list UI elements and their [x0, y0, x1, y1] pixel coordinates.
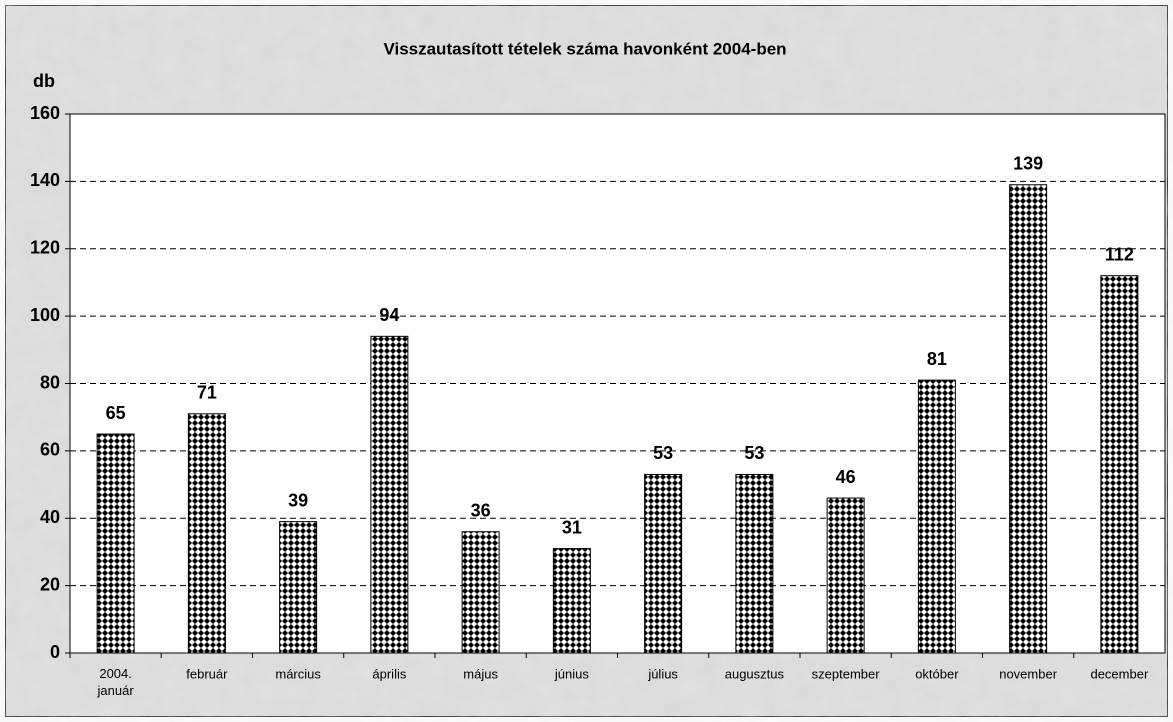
x-tick-label: október [915, 666, 959, 681]
x-tick-label: május [463, 666, 498, 681]
bar [826, 497, 865, 654]
bar [461, 531, 500, 654]
data-label: 36 [471, 500, 491, 520]
x-tick-label: március [275, 666, 321, 681]
data-label: 53 [653, 443, 673, 463]
y-tick-label: 60 [40, 440, 60, 460]
data-label: 81 [927, 349, 947, 369]
x-tick-label: július [647, 666, 678, 681]
x-tick-label: április [372, 666, 406, 681]
bar [96, 433, 135, 654]
data-label: 39 [288, 490, 308, 510]
x-tick-label: november [999, 666, 1057, 681]
y-tick-label: 80 [40, 372, 60, 392]
bar [187, 413, 226, 654]
y-tick-label: 40 [40, 507, 60, 527]
bar [279, 521, 318, 654]
y-tick-label: 0 [50, 642, 60, 662]
data-label: 65 [106, 403, 126, 423]
x-tick-label: december [1090, 666, 1148, 681]
y-tick-label: 120 [30, 238, 60, 258]
bar [735, 473, 774, 654]
x-tick-label: június [554, 666, 589, 681]
y-tick-label: 140 [30, 170, 60, 190]
x-tick-label: szeptember [812, 666, 881, 681]
bar [644, 473, 683, 654]
y-axis-label: db [33, 71, 55, 91]
data-label: 94 [379, 305, 399, 325]
data-label: 71 [197, 383, 217, 403]
y-tick-label: 160 [30, 103, 60, 123]
bar [370, 335, 409, 654]
y-tick-label: 20 [40, 574, 60, 594]
x-tick-label: 2004. január [97, 666, 135, 698]
data-label: 112 [1105, 244, 1134, 264]
x-tick-label: augusztus [725, 666, 785, 681]
x-tick-label: február [186, 666, 228, 681]
data-label: 31 [562, 517, 582, 537]
bar [917, 379, 956, 654]
data-label: 53 [744, 443, 764, 463]
bar [1009, 184, 1048, 654]
bar [1100, 275, 1139, 654]
data-label: 139 [1013, 153, 1043, 173]
y-tick-label: 100 [30, 305, 60, 325]
chart-title: Visszautasított tételek száma havonként … [383, 39, 786, 58]
data-label: 46 [836, 467, 856, 487]
bar [552, 548, 591, 654]
